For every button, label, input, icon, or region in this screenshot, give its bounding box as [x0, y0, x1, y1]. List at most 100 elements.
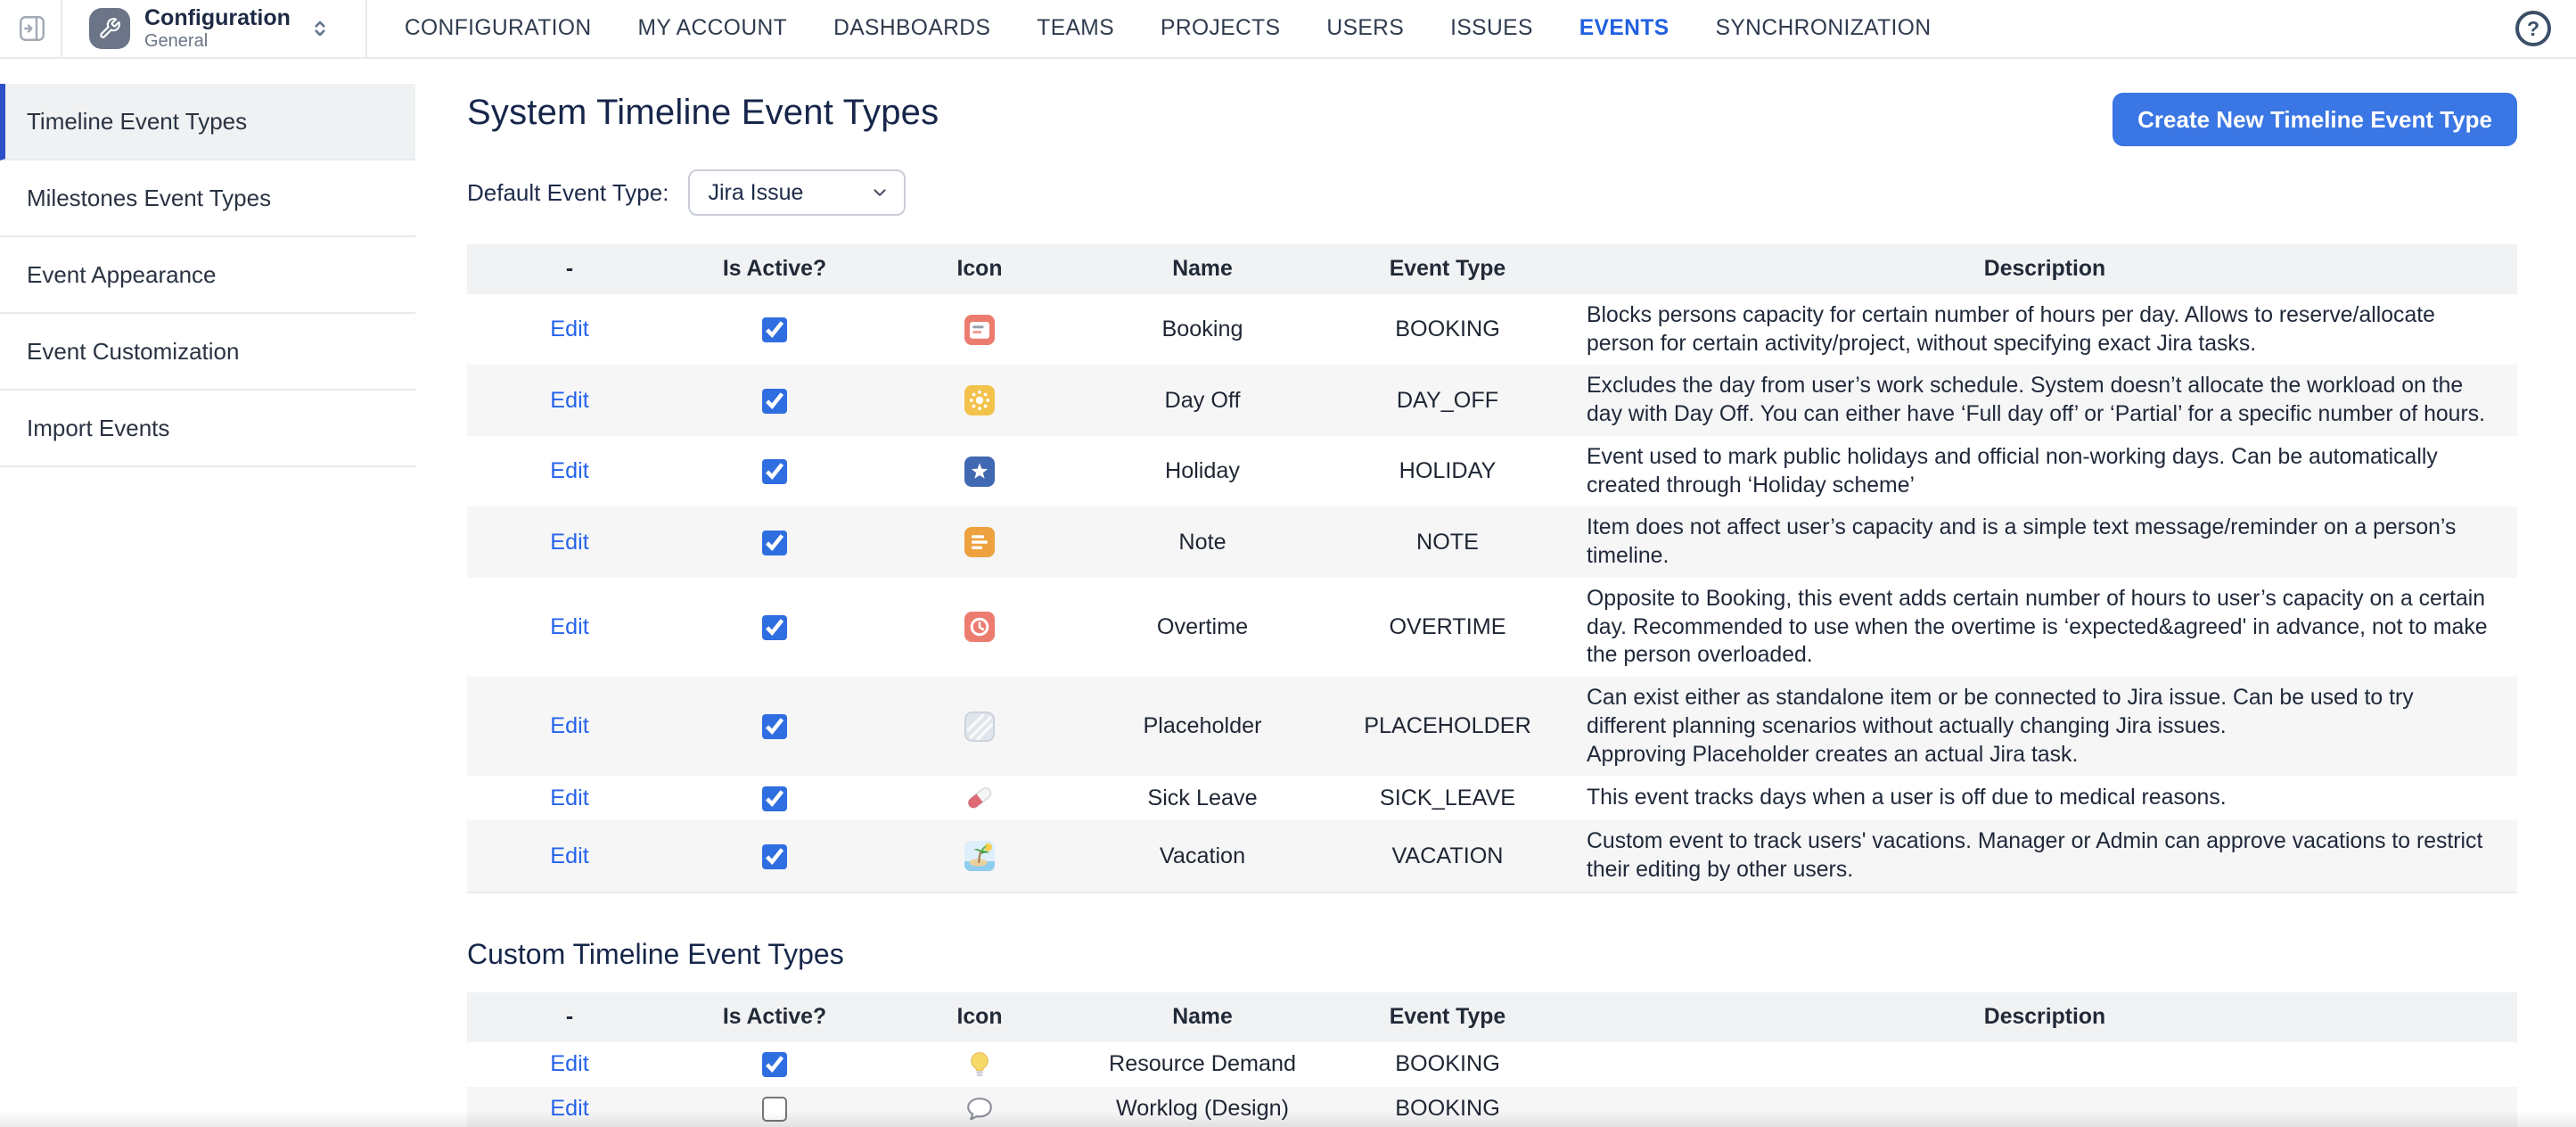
event-name: Note: [1082, 522, 1323, 563]
booking-icon: [964, 315, 995, 345]
event-name: Placeholder: [1082, 706, 1323, 746]
event-description: [1572, 1057, 2517, 1072]
custom-section-title: Custom Timeline Event Types: [467, 938, 2517, 971]
event-description: Opposite to Booking, this event adds cer…: [1572, 578, 2517, 677]
app-title: Configuration: [144, 6, 291, 29]
nav-item-teams[interactable]: TEAMS: [1037, 16, 1114, 41]
is-active-checkbox[interactable]: [762, 786, 787, 811]
table-row: Edit Holiday HOLIDAY Event used to mark …: [467, 436, 2517, 506]
page-title: System Timeline Event Types: [467, 93, 939, 133]
table-row: Edit Note NOTE Item does not affect user…: [467, 506, 2517, 577]
event-name: Overtime: [1082, 607, 1323, 647]
event-name: Vacation: [1082, 836, 1323, 876]
chevron-down-icon: [870, 183, 890, 202]
edit-link[interactable]: Edit: [550, 388, 588, 413]
holiday-icon: [964, 457, 995, 487]
vacation-icon: [964, 841, 995, 871]
nav-item-synchronization[interactable]: SYNCHRONIZATION: [1716, 16, 1932, 41]
wrench-icon: [89, 8, 130, 49]
edit-link[interactable]: Edit: [550, 614, 588, 639]
placeholder-icon: [964, 712, 995, 742]
is-active-checkbox[interactable]: [762, 459, 787, 484]
default-event-type-select[interactable]: Jira Issue: [688, 169, 906, 216]
event-type: BOOKING: [1323, 1044, 1572, 1084]
sidebar-collapse-icon[interactable]: [16, 12, 48, 45]
sidebar-item-import-events[interactable]: Import Events: [0, 391, 415, 467]
speech-icon: [964, 1094, 995, 1124]
event-description: This event tracks days when a user is of…: [1572, 777, 2517, 819]
table-header: - Is Active? Icon Name Event Type Descri…: [467, 992, 2517, 1042]
nav-item-my-account[interactable]: MY ACCOUNT: [638, 16, 788, 41]
sickleave-icon: [964, 783, 995, 813]
nav-item-events[interactable]: EVENTS: [1579, 16, 1669, 41]
nav-item-dashboards[interactable]: DASHBOARDS: [833, 16, 990, 41]
table-row: Edit Worklog (Design) BOOKING: [467, 1087, 2517, 1127]
event-name: Day Off: [1082, 381, 1323, 421]
default-event-type-value: Jira Issue: [708, 180, 803, 206]
is-active-checkbox[interactable]: [762, 844, 787, 869]
help-icon[interactable]: ?: [2515, 11, 2551, 46]
event-description: Item does not affect user’s capacity and…: [1572, 506, 2517, 577]
overtime-icon: [964, 612, 995, 642]
event-type: BOOKING: [1323, 1089, 1572, 1127]
topbar-divider: [365, 0, 367, 57]
is-active-checkbox[interactable]: [762, 1052, 787, 1077]
main-nav: CONFIGURATION MY ACCOUNT DASHBOARDS TEAMS PR…: [405, 16, 1932, 41]
app-subtitle: General: [144, 32, 291, 51]
nav-item-users[interactable]: USERS: [1326, 16, 1404, 41]
nav-item-issues[interactable]: ISSUES: [1450, 16, 1533, 41]
table-row: Edit Booking BOOKING Blocks persons capa…: [467, 294, 2517, 365]
edit-link[interactable]: Edit: [550, 786, 588, 810]
event-type: VACATION: [1323, 836, 1572, 876]
dayoff-icon: [964, 385, 995, 415]
is-active-checkbox[interactable]: [762, 1097, 787, 1122]
nav-item-projects[interactable]: PROJECTS: [1161, 16, 1280, 41]
settings-sidebar: Timeline Event TypesMilestones Event Typ…: [0, 59, 415, 1127]
edit-link[interactable]: Edit: [550, 713, 588, 738]
sidebar-item-event-customization[interactable]: Event Customization: [0, 314, 415, 391]
is-active-checkbox[interactable]: [762, 531, 787, 555]
event-type: PLACEHOLDER: [1323, 706, 1572, 746]
event-name: Resource Demand: [1082, 1044, 1323, 1084]
table-row: Edit Overtime OVERTIME Opposite to Booki…: [467, 578, 2517, 677]
custom-event-types-table: - Is Active? Icon Name Event Type Descri…: [467, 992, 2517, 1127]
table-header: - Is Active? Icon Name Event Type Descri…: [467, 244, 2517, 294]
note-icon: [964, 527, 995, 557]
table-row: Edit Day Off DAY_OFF Excludes the day fr…: [467, 365, 2517, 435]
is-active-checkbox[interactable]: [762, 714, 787, 739]
nav-item-configuration[interactable]: CONFIGURATION: [405, 16, 592, 41]
is-active-checkbox[interactable]: [762, 317, 787, 342]
table-row: Edit Vacation VACATION Custom event to t…: [467, 820, 2517, 891]
edit-link[interactable]: Edit: [550, 1051, 588, 1076]
system-event-types-table: - Is Active? Icon Name Event Type Descri…: [467, 244, 2517, 893]
table-row: Edit Placeholder PLACEHOLDER Can exist e…: [467, 677, 2517, 776]
sidebar-item-event-appearance[interactable]: Event Appearance: [0, 237, 415, 314]
default-event-type-label: Default Event Type:: [467, 179, 669, 207]
event-description: Event used to mark public holidays and o…: [1572, 436, 2517, 506]
table-row: Edit Resource Demand BOOKING: [467, 1042, 2517, 1087]
event-name: Worklog (Design): [1082, 1089, 1323, 1127]
sidebar-item-timeline-event-types[interactable]: Timeline Event Types: [0, 84, 415, 160]
event-type: HOLIDAY: [1323, 451, 1572, 491]
chevron-up-down-icon: [308, 17, 332, 40]
event-name: Holiday: [1082, 451, 1323, 491]
edit-link[interactable]: Edit: [550, 458, 588, 483]
create-new-timeline-event-type-button[interactable]: Create New Timeline Event Type: [2112, 93, 2517, 146]
event-type: NOTE: [1323, 522, 1572, 563]
event-type: OVERTIME: [1323, 607, 1572, 647]
main-content: System Timeline Event Types Create New T…: [415, 59, 2576, 1127]
event-name: Booking: [1082, 309, 1323, 350]
is-active-checkbox[interactable]: [762, 389, 787, 414]
edit-link[interactable]: Edit: [550, 530, 588, 555]
event-description: Custom event to track users' vacations. …: [1572, 820, 2517, 891]
edit-link[interactable]: Edit: [550, 1096, 588, 1121]
sidebar-item-milestones-event-types[interactable]: Milestones Event Types: [0, 160, 415, 237]
event-description: Blocks persons capacity for certain numb…: [1572, 294, 2517, 365]
event-type: BOOKING: [1323, 309, 1572, 350]
app-switcher[interactable]: Configuration General: [62, 6, 353, 50]
edit-link[interactable]: Edit: [550, 843, 588, 868]
is-active-checkbox[interactable]: [762, 615, 787, 640]
edit-link[interactable]: Edit: [550, 317, 588, 341]
event-type: DAY_OFF: [1323, 381, 1572, 421]
event-description: Excludes the day from user’s work schedu…: [1572, 365, 2517, 435]
